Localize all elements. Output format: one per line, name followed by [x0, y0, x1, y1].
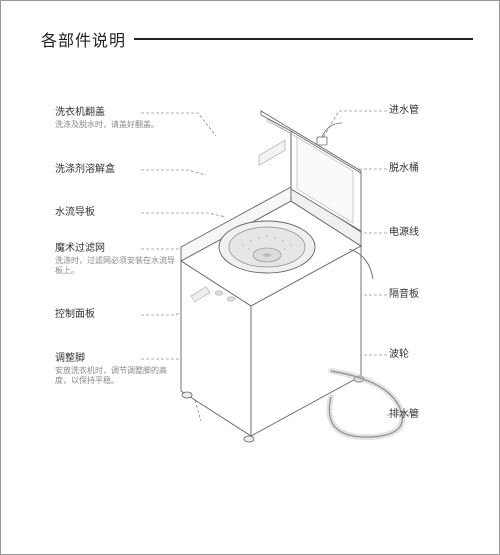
label-filter-sub: 洗涤时，过滤网必须安装在水流导板上。: [55, 256, 175, 276]
label-waterGuide: 水流导板: [55, 207, 175, 220]
label-spinTub: 脱水桶: [389, 163, 469, 176]
title-row: 各部件说明: [41, 27, 473, 51]
label-inlet: 进水管: [389, 105, 469, 118]
label-lid-main: 洗衣机翻盖: [55, 107, 175, 120]
label-leg: 调整脚安放洗衣机时，调节调整脚的高度，以保持平稳。: [55, 353, 175, 386]
label-detergent: 洗涤剂溶解盒: [55, 164, 175, 177]
label-waterGuide-main: 水流导板: [55, 207, 175, 220]
label-power: 电源线: [389, 227, 469, 240]
label-filter-main: 魔术过滤网: [55, 243, 175, 256]
machine-illustration: [31, 71, 471, 501]
label-leg-sub: 安放洗衣机时，调节调整脚的高度，以保持平稳。: [55, 366, 175, 386]
label-spinTub-main: 脱水桶: [389, 163, 469, 176]
label-lid: 洗衣机翻盖洗涤及脱水时，请盖好翻盖。: [55, 107, 175, 130]
label-inlet-main: 进水管: [389, 105, 469, 118]
label-soundBoard: 隔音板: [389, 289, 469, 302]
washing-machine-diagram: 洗衣机翻盖洗涤及脱水时，请盖好翻盖。洗涤剂溶解盒水流导板魔术过滤网洗涤时，过滤网…: [31, 71, 471, 501]
label-pulsator: 波轮: [389, 349, 469, 362]
page-title: 各部件说明: [41, 27, 126, 51]
label-panel-main: 控制面板: [55, 309, 175, 322]
label-power-main: 电源线: [389, 227, 469, 240]
title-rule: [134, 38, 473, 40]
label-lid-sub: 洗涤及脱水时，请盖好翻盖。: [55, 120, 175, 130]
label-filter: 魔术过滤网洗涤时，过滤网必须安装在水流导板上。: [55, 243, 175, 276]
label-pulsator-main: 波轮: [389, 349, 469, 362]
label-drain-main: 排水管: [389, 409, 469, 422]
label-soundBoard-main: 隔音板: [389, 289, 469, 302]
page: 各部件说明: [0, 0, 500, 555]
label-drain: 排水管: [389, 409, 469, 422]
label-panel: 控制面板: [55, 309, 175, 322]
label-detergent-main: 洗涤剂溶解盒: [55, 164, 175, 177]
label-leg-main: 调整脚: [55, 353, 175, 366]
